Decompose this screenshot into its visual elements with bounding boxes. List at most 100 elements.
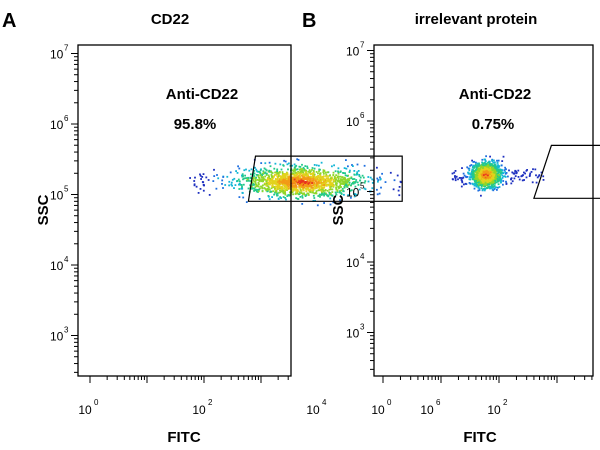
- event-dot: [492, 181, 494, 184]
- event-dot: [358, 175, 361, 177]
- event-dot: [285, 179, 288, 182]
- event-dot: [217, 177, 220, 180]
- event-dot: [482, 174, 485, 176]
- event-dot: [316, 176, 319, 179]
- event-dot: [280, 181, 282, 183]
- event-dot: [278, 182, 281, 185]
- event-dot: [312, 191, 314, 194]
- event-dot: [471, 182, 474, 185]
- event-dot: [499, 177, 501, 180]
- event-dot: [292, 185, 295, 187]
- event-dot: [305, 177, 308, 180]
- event-dot: [282, 196, 285, 198]
- event-dot: [494, 163, 497, 166]
- event-dot: [332, 171, 335, 174]
- event-dot: [255, 185, 258, 188]
- event-dot: [493, 175, 495, 177]
- event-dot: [342, 182, 345, 184]
- panel-b-title: irrelevant protein: [415, 11, 538, 28]
- event-dot: [317, 181, 319, 184]
- event-dot: [307, 194, 310, 196]
- event-dot: [321, 176, 324, 179]
- event-dot: [304, 181, 307, 183]
- x-tick-label: 10: [487, 403, 501, 417]
- event-dot: [273, 187, 276, 190]
- event-dot: [473, 176, 475, 178]
- event-dot: [283, 179, 286, 181]
- event-dot: [215, 187, 218, 190]
- event-dot: [497, 173, 500, 176]
- event-dot: [492, 179, 495, 182]
- event-dot: [478, 183, 481, 186]
- event-dot: [299, 187, 302, 190]
- event-dot: [250, 177, 252, 180]
- event-dot: [355, 194, 358, 196]
- event-dot: [284, 184, 286, 187]
- event-dot: [309, 188, 312, 191]
- event-dot: [308, 182, 311, 184]
- event-dot: [518, 178, 521, 181]
- event-dot: [280, 188, 283, 191]
- event-dot: [468, 178, 471, 181]
- event-dot: [325, 179, 328, 182]
- event-dot: [461, 181, 464, 184]
- event-dot: [336, 191, 339, 193]
- event-dot: [257, 185, 260, 188]
- event-dot: [488, 183, 491, 186]
- event-dot: [536, 176, 539, 179]
- event-dot: [303, 174, 306, 177]
- event-dot: [309, 177, 311, 180]
- event-dot: [284, 192, 286, 195]
- event-dot: [261, 190, 264, 193]
- event-dot: [474, 175, 477, 178]
- event-dot: [274, 186, 277, 188]
- event-dot: [260, 168, 262, 171]
- event-dot: [342, 176, 344, 179]
- event-dot: [270, 187, 273, 190]
- event-dot: [488, 168, 491, 171]
- event-dot: [318, 185, 321, 188]
- event-dot: [352, 165, 354, 167]
- event-dot: [505, 168, 507, 171]
- event-dot: [202, 181, 205, 184]
- event-dot: [334, 176, 337, 179]
- event-dot: [285, 198, 287, 201]
- event-dot: [207, 179, 210, 181]
- event-dot: [484, 183, 487, 186]
- event-dot: [307, 176, 310, 178]
- event-dot: [301, 196, 304, 199]
- event-dot: [483, 177, 486, 179]
- event-dot: [346, 181, 349, 183]
- event-dot: [296, 168, 299, 171]
- event-dot: [471, 170, 473, 173]
- event-dot: [346, 175, 349, 177]
- event-dot: [515, 171, 518, 174]
- x-tick-label: 10: [371, 403, 385, 417]
- y-tick-exponent: 5: [360, 182, 365, 191]
- event-dot: [478, 169, 481, 172]
- event-dot: [292, 170, 295, 172]
- event-dot: [298, 165, 301, 168]
- event-dot: [275, 183, 278, 186]
- event-dot: [485, 173, 487, 176]
- event-dot: [354, 193, 357, 195]
- event-dot: [193, 184, 196, 187]
- event-dot: [269, 165, 272, 168]
- y-tick-label: 10: [50, 330, 64, 344]
- event-dot: [299, 191, 301, 194]
- event-dot: [490, 165, 492, 168]
- event-dot: [392, 188, 395, 191]
- event-dot: [261, 187, 264, 190]
- event-dot: [332, 179, 335, 182]
- event-dot: [279, 196, 282, 198]
- event-dot: [302, 166, 305, 169]
- event-dot: [479, 174, 481, 177]
- event-dot: [487, 161, 489, 164]
- event-dot: [300, 169, 303, 172]
- event-dot: [314, 179, 317, 182]
- event-dot: [538, 174, 541, 176]
- event-dot: [252, 179, 255, 182]
- event-dot: [495, 175, 497, 178]
- event-dot: [314, 192, 317, 195]
- event-dot: [480, 168, 483, 170]
